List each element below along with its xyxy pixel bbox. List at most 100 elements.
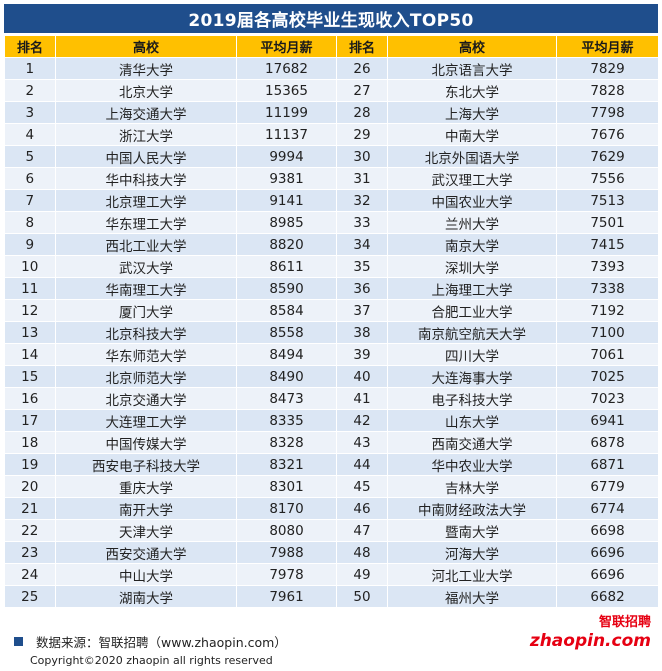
table-row: 5 中国人民大学 9994 30 北京外国语大学 7629 <box>4 145 659 168</box>
table-row: 17 大连理工大学 8335 42 山东大学 6941 <box>4 409 659 432</box>
rank-cell-right: 26 <box>336 57 388 80</box>
table-row: 18 中国传媒大学 8328 43 西南交通大学 6878 <box>4 431 659 454</box>
table-row: 7 北京理工大学 9141 32 中国农业大学 7513 <box>4 189 659 212</box>
rank-cell-right: 37 <box>336 299 388 322</box>
salary-cell: 7988 <box>236 541 337 564</box>
school-cell: 华东理工大学 <box>55 211 237 234</box>
rank-cell: 20 <box>4 475 56 498</box>
table-row: 13 北京科技大学 8558 38 南京航空航天大学 7100 <box>4 321 659 344</box>
rank-cell-right: 33 <box>336 211 388 234</box>
school-cell: 浙江大学 <box>55 123 237 146</box>
school-cell: 北京交通大学 <box>55 387 237 410</box>
salary-cell-right: 6871 <box>556 453 659 476</box>
rank-cell-right: 36 <box>336 277 388 300</box>
salary-cell-right: 7513 <box>556 189 659 212</box>
data-source: 数据来源：智联招聘（www.zhaopin.com） <box>14 632 287 651</box>
rank-cell-right: 39 <box>336 343 388 366</box>
rank-cell-right: 38 <box>336 321 388 344</box>
source-text: 数据来源：智联招聘（www.zhaopin.com） <box>36 635 287 650</box>
rank-cell: 10 <box>4 255 56 278</box>
salary-cell-right: 7192 <box>556 299 659 322</box>
salary-cell-right: 7828 <box>556 79 659 102</box>
school-cell-right: 暨南大学 <box>387 519 557 542</box>
salary-cell-right: 6698 <box>556 519 659 542</box>
table-row: 8 华东理工大学 8985 33 兰州大学 7501 <box>4 211 659 234</box>
school-cell-right: 河海大学 <box>387 541 557 564</box>
school-cell: 清华大学 <box>55 57 237 80</box>
salary-cell: 8558 <box>236 321 337 344</box>
school-cell: 华中科技大学 <box>55 167 237 190</box>
table-row: 25 湖南大学 7961 50 福州大学 6682 <box>4 585 659 608</box>
school-cell-right: 中南财经政法大学 <box>387 497 557 520</box>
rank-cell: 15 <box>4 365 56 388</box>
school-cell-right: 福州大学 <box>387 585 557 608</box>
school-cell: 北京科技大学 <box>55 321 237 344</box>
salary-cell: 15365 <box>236 79 337 102</box>
rank-cell-right: 46 <box>336 497 388 520</box>
square-bullet-icon <box>14 637 23 646</box>
rank-cell-right: 30 <box>336 145 388 168</box>
salary-cell-right: 7556 <box>556 167 659 190</box>
rank-cell: 11 <box>4 277 56 300</box>
table-row: 23 西安交通大学 7988 48 河海大学 6696 <box>4 541 659 564</box>
table-row: 11 华南理工大学 8590 36 上海理工大学 7338 <box>4 277 659 300</box>
table-row: 19 西安电子科技大学 8321 44 华中农业大学 6871 <box>4 453 659 476</box>
salary-cell-right: 7100 <box>556 321 659 344</box>
salary-cell-right: 6696 <box>556 563 659 586</box>
rank-cell: 13 <box>4 321 56 344</box>
school-cell-right: 兰州大学 <box>387 211 557 234</box>
table-row: 22 天津大学 8080 47 暨南大学 6698 <box>4 519 659 542</box>
school-cell: 华东师范大学 <box>55 343 237 366</box>
salary-cell: 11137 <box>236 123 337 146</box>
rank-cell-right: 45 <box>336 475 388 498</box>
school-cell-right: 中国农业大学 <box>387 189 557 212</box>
table-row: 15 北京师范大学 8490 40 大连海事大学 7025 <box>4 365 659 388</box>
salary-cell-right: 6941 <box>556 409 659 432</box>
rank-cell: 8 <box>4 211 56 234</box>
table-row: 2 北京大学 15365 27 东北大学 7828 <box>4 79 659 102</box>
copyright-text: Copyright©2020 zhaopin all rights reserv… <box>30 654 273 667</box>
salary-cell: 9381 <box>236 167 337 190</box>
salary-cell: 7961 <box>236 585 337 608</box>
rank-cell: 2 <box>4 79 56 102</box>
header-rank-right: 排名 <box>336 35 388 58</box>
rank-cell-right: 29 <box>336 123 388 146</box>
school-cell: 天津大学 <box>55 519 237 542</box>
salary-cell-right: 7061 <box>556 343 659 366</box>
rank-cell: 14 <box>4 343 56 366</box>
salary-cell: 8473 <box>236 387 337 410</box>
rank-cell-right: 47 <box>336 519 388 542</box>
salary-cell-right: 6774 <box>556 497 659 520</box>
salary-cell: 8170 <box>236 497 337 520</box>
rank-cell: 25 <box>4 585 56 608</box>
school-cell: 上海交通大学 <box>55 101 237 124</box>
salary-cell: 8328 <box>236 431 337 454</box>
rank-cell: 23 <box>4 541 56 564</box>
salary-cell: 8080 <box>236 519 337 542</box>
table-title: 2019届各高校毕业生现收入TOP50 <box>4 4 658 33</box>
school-cell: 北京理工大学 <box>55 189 237 212</box>
rank-cell: 7 <box>4 189 56 212</box>
salary-cell: 8590 <box>236 277 337 300</box>
salary-cell-right: 7501 <box>556 211 659 234</box>
salary-cell: 8335 <box>236 409 337 432</box>
school-cell-right: 北京外国语大学 <box>387 145 557 168</box>
school-cell: 厦门大学 <box>55 299 237 322</box>
school-cell-right: 深圳大学 <box>387 255 557 278</box>
school-cell: 西安交通大学 <box>55 541 237 564</box>
school-cell: 南开大学 <box>55 497 237 520</box>
salary-cell: 11199 <box>236 101 337 124</box>
school-cell: 武汉大学 <box>55 255 237 278</box>
table-row: 1 清华大学 17682 26 北京语言大学 7829 <box>4 57 659 80</box>
rank-cell: 4 <box>4 123 56 146</box>
school-cell-right: 电子科技大学 <box>387 387 557 410</box>
school-cell-right: 山东大学 <box>387 409 557 432</box>
school-cell: 华南理工大学 <box>55 277 237 300</box>
school-cell-right: 上海理工大学 <box>387 277 557 300</box>
rank-cell-right: 44 <box>336 453 388 476</box>
salary-cell-right: 6696 <box>556 541 659 564</box>
salary-cell-right: 6779 <box>556 475 659 498</box>
salary-cell: 8584 <box>236 299 337 322</box>
school-cell: 北京师范大学 <box>55 365 237 388</box>
zhaopin-logo: 智联招聘 zhaopin.com <box>529 614 651 651</box>
